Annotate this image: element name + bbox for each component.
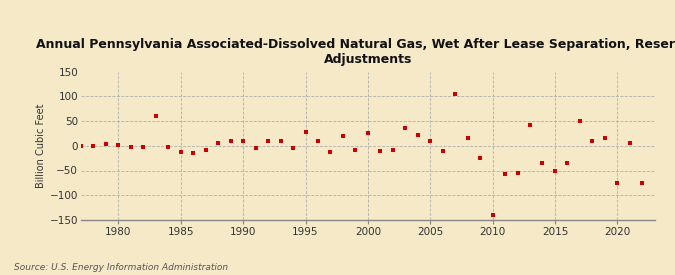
- Point: [275, 139, 286, 143]
- Point: [101, 142, 111, 147]
- Point: [188, 151, 198, 155]
- Point: [537, 161, 548, 165]
- Point: [76, 144, 86, 148]
- Point: [225, 139, 236, 143]
- Point: [138, 145, 148, 149]
- Point: [412, 133, 423, 137]
- Title: Annual Pennsylvania Associated-Dissolved Natural Gas, Wet After Lease Separation: Annual Pennsylvania Associated-Dissolved…: [36, 38, 675, 66]
- Point: [362, 131, 373, 136]
- Point: [213, 141, 223, 145]
- Point: [500, 172, 510, 176]
- Point: [612, 181, 623, 185]
- Point: [313, 139, 323, 143]
- Point: [200, 147, 211, 152]
- Point: [562, 161, 573, 165]
- Point: [300, 130, 311, 134]
- Point: [624, 141, 635, 145]
- Point: [375, 148, 385, 153]
- Point: [524, 123, 535, 127]
- Point: [250, 146, 261, 150]
- Point: [549, 169, 560, 174]
- Point: [437, 148, 448, 153]
- Point: [163, 145, 173, 149]
- Point: [475, 156, 485, 160]
- Point: [350, 147, 361, 152]
- Point: [512, 171, 523, 175]
- Point: [113, 142, 124, 147]
- Point: [387, 147, 398, 152]
- Y-axis label: Billion Cubic Feet: Billion Cubic Feet: [36, 103, 45, 188]
- Point: [425, 139, 435, 143]
- Point: [338, 134, 348, 138]
- Point: [325, 150, 336, 154]
- Point: [88, 144, 99, 148]
- Point: [450, 92, 460, 96]
- Point: [599, 136, 610, 141]
- Point: [126, 145, 136, 149]
- Point: [574, 119, 585, 123]
- Point: [176, 150, 186, 154]
- Point: [462, 136, 473, 141]
- Point: [400, 126, 410, 131]
- Point: [288, 146, 298, 150]
- Point: [587, 139, 598, 143]
- Point: [263, 139, 273, 143]
- Point: [487, 213, 498, 217]
- Point: [151, 114, 161, 118]
- Text: Source: U.S. Energy Information Administration: Source: U.S. Energy Information Administ…: [14, 263, 227, 272]
- Point: [637, 181, 648, 185]
- Point: [238, 139, 248, 143]
